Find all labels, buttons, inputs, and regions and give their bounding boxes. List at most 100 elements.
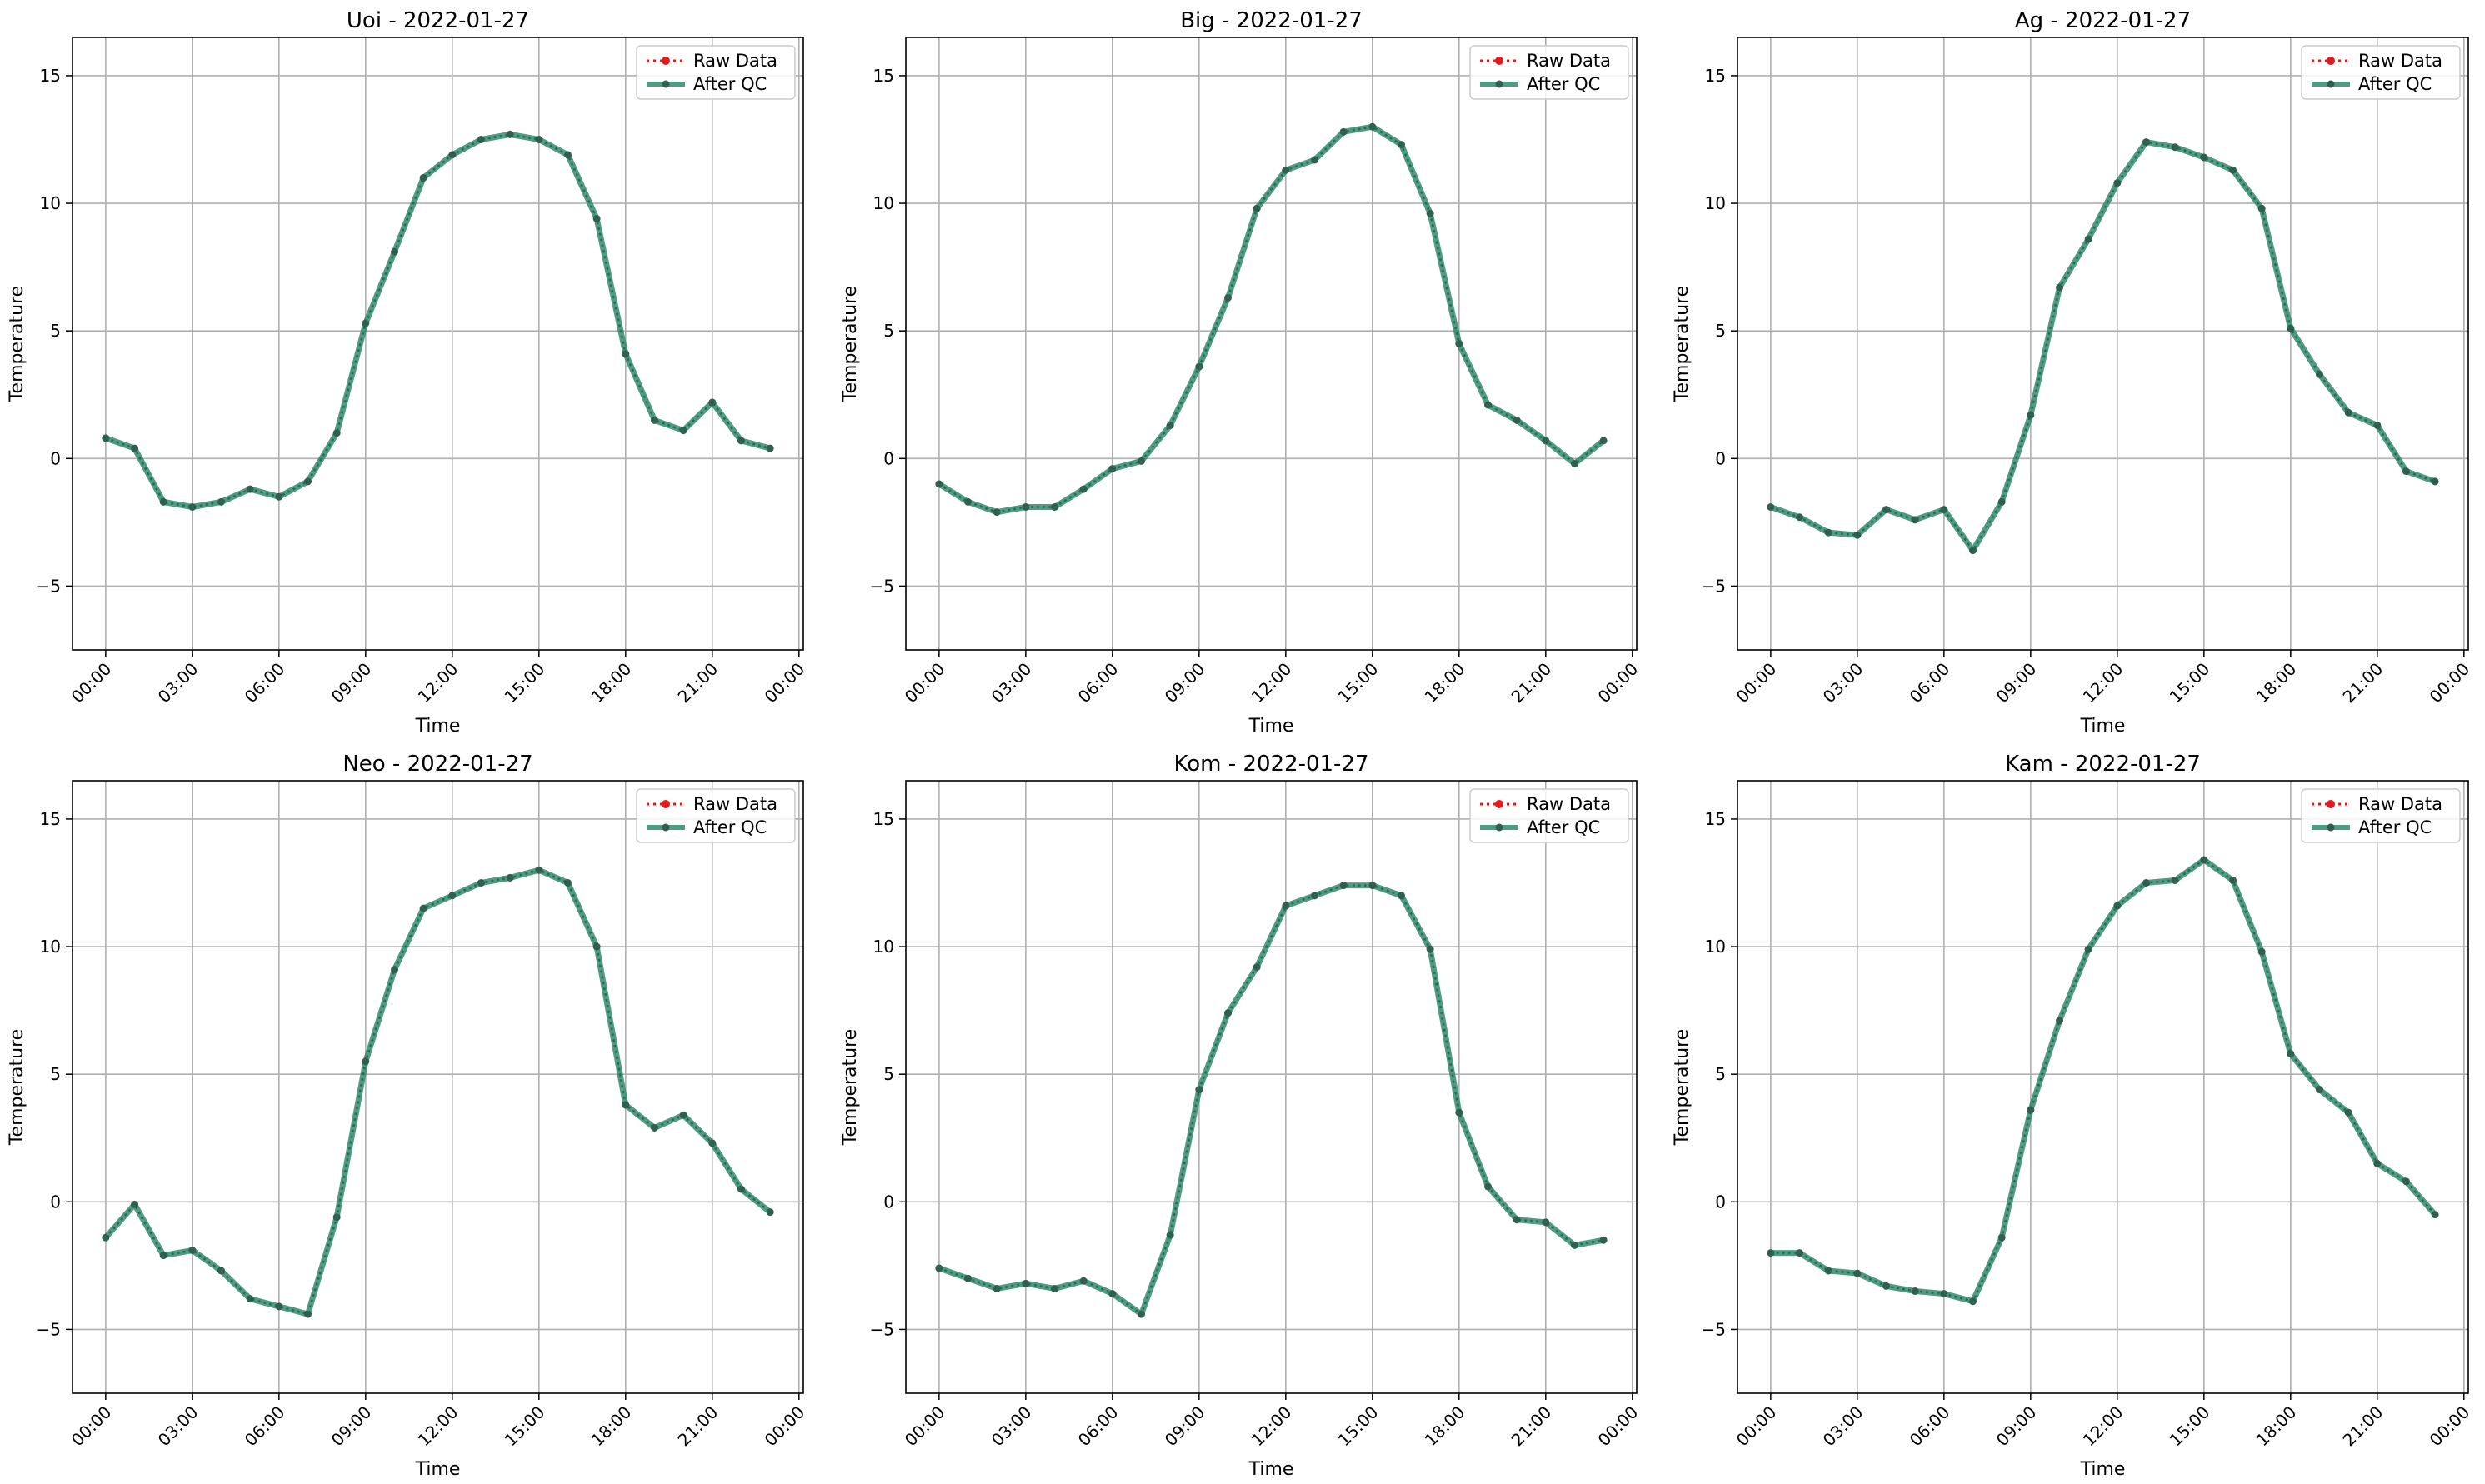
x-axis-label: Time bbox=[415, 716, 461, 737]
x-axis-label: Time bbox=[1248, 716, 1294, 737]
grid bbox=[1738, 781, 2468, 1393]
data-point bbox=[2344, 408, 2352, 417]
data-point bbox=[275, 492, 283, 501]
data-point bbox=[332, 429, 341, 437]
data-point bbox=[1767, 1249, 1775, 1257]
series-line-after-qc bbox=[1770, 857, 2438, 1305]
x-tick-label: 12:00 bbox=[1248, 1402, 1296, 1451]
x-axis-label: Time bbox=[1248, 1459, 1294, 1480]
data-point bbox=[766, 444, 774, 452]
data-point bbox=[506, 873, 514, 882]
x-tick-label: 03:00 bbox=[1819, 1402, 1868, 1451]
data-point bbox=[622, 350, 630, 358]
legend-label-raw-data: Raw Data bbox=[1527, 51, 1611, 71]
data-point bbox=[1310, 156, 1318, 164]
y-axis-label: Temperature bbox=[1672, 286, 1692, 402]
x-tick-label: 00:00 bbox=[761, 659, 809, 707]
grid bbox=[1738, 37, 2468, 650]
x-tick-label: 21:00 bbox=[1508, 659, 1556, 707]
y-axis-label: Temperature bbox=[840, 286, 861, 402]
data-point bbox=[2027, 1106, 2035, 1114]
grid bbox=[72, 781, 803, 1393]
data-point bbox=[159, 497, 168, 506]
x-tick-label: 12:00 bbox=[414, 1402, 462, 1451]
data-point bbox=[188, 503, 197, 511]
data-point bbox=[1882, 1282, 1891, 1290]
legend-label-raw-data: Raw Data bbox=[2358, 51, 2442, 71]
data-point bbox=[1108, 1290, 1117, 1298]
x-tick-label: 15:00 bbox=[1334, 1402, 1382, 1451]
legend-marker-raw-data bbox=[1495, 57, 1503, 65]
data-point bbox=[275, 1302, 283, 1311]
data-point bbox=[535, 866, 543, 874]
x-tick-label: 06:00 bbox=[1074, 1402, 1122, 1451]
data-point bbox=[737, 437, 745, 445]
data-point bbox=[391, 247, 399, 256]
x-tick-label: 09:00 bbox=[1992, 659, 2041, 707]
data-point bbox=[1138, 1310, 1146, 1318]
legend-marker-after-qc bbox=[662, 80, 670, 88]
data-point bbox=[679, 1111, 688, 1119]
series-line-after-qc bbox=[103, 867, 772, 1317]
data-point bbox=[1969, 1297, 1978, 1306]
y-tick-label: −5 bbox=[870, 1319, 894, 1339]
data-point bbox=[2258, 947, 2266, 956]
data-point bbox=[708, 1139, 717, 1147]
x-tick-label: 12:00 bbox=[2079, 659, 2128, 707]
data-point bbox=[2431, 1211, 2439, 1219]
subplot-title: Kam - 2022-01-27 bbox=[2005, 752, 2201, 777]
grid bbox=[906, 37, 1637, 650]
x-tick-label: 06:00 bbox=[1906, 659, 1954, 707]
data-point bbox=[1512, 416, 1521, 424]
data-point bbox=[708, 398, 717, 407]
data-point bbox=[766, 1208, 774, 1217]
legend-label-after-qc: After QC bbox=[693, 74, 767, 94]
y-tick-label: 10 bbox=[873, 937, 894, 957]
x-tick-label: 03:00 bbox=[154, 1402, 202, 1451]
data-point bbox=[1767, 503, 1775, 511]
data-point bbox=[2056, 283, 2064, 292]
data-point bbox=[419, 173, 428, 182]
series-line-after-qc bbox=[938, 123, 1606, 516]
y-axis-label: Temperature bbox=[7, 286, 28, 402]
data-point bbox=[1195, 1086, 1203, 1094]
data-point bbox=[391, 966, 399, 974]
x-tick-label: 00:00 bbox=[901, 659, 949, 707]
y-tick-label: 5 bbox=[1715, 321, 1726, 341]
data-point bbox=[2431, 477, 2439, 486]
x-tick-label: 18:00 bbox=[2252, 1402, 2301, 1451]
data-point bbox=[1079, 485, 1088, 493]
data-point bbox=[1969, 547, 1978, 555]
legend-marker-after-qc bbox=[1495, 823, 1503, 832]
data-point bbox=[506, 130, 514, 138]
series-line-overlay bbox=[938, 884, 1604, 1316]
x-tick-label: 09:00 bbox=[328, 659, 376, 707]
data-point bbox=[246, 1295, 254, 1303]
grid bbox=[72, 37, 803, 650]
y-tick-label: −5 bbox=[1702, 576, 1726, 596]
x-tick-label: 06:00 bbox=[1906, 1402, 1954, 1451]
data-point bbox=[1455, 340, 1463, 347]
x-tick-label: 09:00 bbox=[1161, 1402, 1209, 1451]
data-point bbox=[2228, 876, 2237, 884]
series-line-overlay bbox=[1770, 858, 2436, 1303]
data-point bbox=[1138, 457, 1146, 465]
data-point bbox=[964, 497, 972, 506]
y-tick-label: 15 bbox=[40, 809, 61, 829]
y-tick-label: 0 bbox=[1715, 1192, 1726, 1212]
y-tick-label: 5 bbox=[883, 321, 894, 341]
x-tick-label: 09:00 bbox=[1992, 1402, 2041, 1451]
data-point bbox=[188, 1247, 197, 1254]
data-point bbox=[935, 480, 943, 488]
data-point bbox=[362, 319, 370, 327]
x-tick-label: 15:00 bbox=[2166, 1402, 2214, 1451]
data-point bbox=[2287, 324, 2295, 332]
y-tick-label: 0 bbox=[50, 1192, 61, 1212]
y-tick-label: 10 bbox=[1705, 193, 1726, 213]
x-tick-label: 00:00 bbox=[2426, 1402, 2474, 1451]
y-tick-label: −5 bbox=[1702, 1319, 1726, 1339]
data-point bbox=[1368, 122, 1377, 131]
data-point bbox=[1882, 506, 1891, 514]
series-line-raw-data bbox=[104, 868, 772, 1316]
y-tick-label: 15 bbox=[40, 66, 61, 86]
